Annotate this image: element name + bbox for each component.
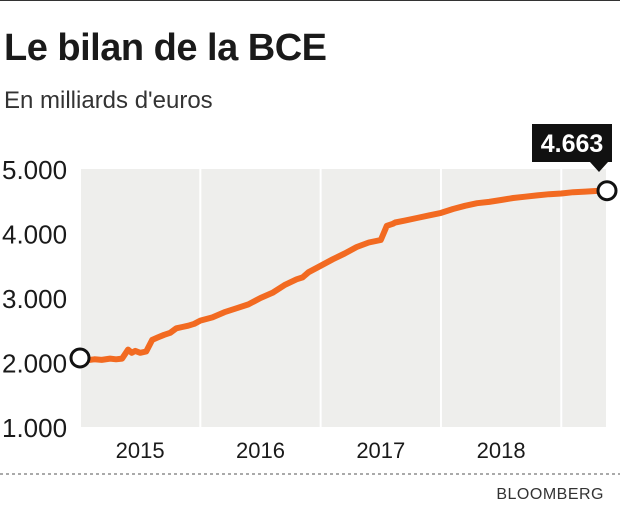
end-marker: [596, 180, 618, 202]
x-tick-label: 2015: [116, 438, 165, 463]
y-tick-label: 5.000: [2, 155, 67, 185]
start-marker: [69, 347, 91, 369]
value-callout: 4.663: [532, 124, 612, 172]
y-tick-label: 1.000: [2, 413, 67, 443]
plot-area: [80, 169, 607, 427]
chart-title: Le bilan de la BCE: [4, 27, 327, 69]
x-tick-label: 2018: [477, 438, 526, 463]
top-rule: [0, 0, 620, 1]
callout-pointer: [590, 162, 608, 172]
source-credit: BLOOMBERG: [496, 486, 604, 503]
callout-box: [532, 124, 612, 162]
x-tick-label: 2016: [236, 438, 285, 463]
y-axis-ticks: 5.000 4.000 3.000 2.000 1.000: [2, 155, 67, 443]
series-line: [80, 187, 610, 364]
x-axis-ticks: 2015 2016 2017 2018: [116, 438, 526, 463]
y-tick-label: 4.000: [2, 220, 67, 250]
y-tick-label: 2.000: [2, 349, 67, 379]
callout-label: 4.663: [541, 130, 604, 158]
chart-subtitle: En milliards d'euros: [4, 87, 213, 114]
x-tick-label: 2017: [356, 438, 405, 463]
y-tick-label: 3.000: [2, 284, 67, 314]
x-gridlines: [79, 169, 608, 427]
